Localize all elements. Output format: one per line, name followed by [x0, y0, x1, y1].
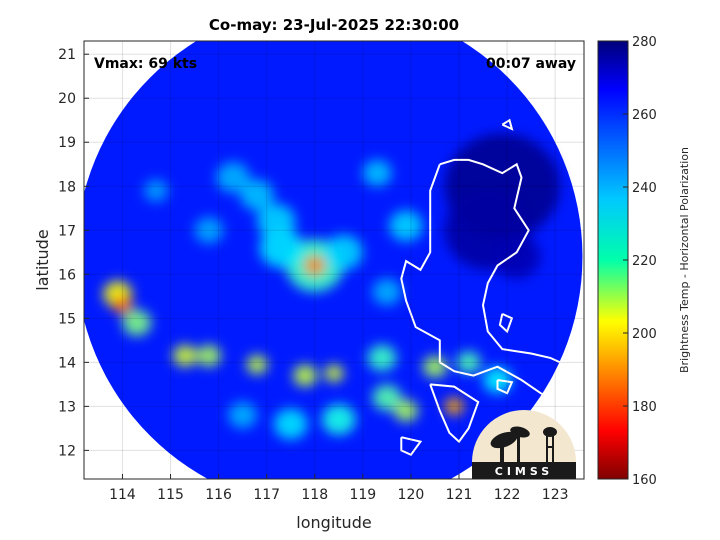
time-offset-annotation: 00:07 away: [486, 56, 576, 72]
colorbar-tick-label: 160: [632, 473, 657, 488]
colorbar-label: Brightness Temp - Horizontal Polarizatio…: [678, 147, 691, 373]
y-tick-label: 20: [58, 91, 76, 107]
convection-cell: [321, 404, 356, 435]
colorbar-tick-label: 180: [632, 400, 657, 415]
x-tick-label: 123: [542, 487, 569, 503]
x-tick-label: 115: [157, 487, 184, 503]
x-tick-label: 117: [253, 487, 280, 503]
y-axis-ticks: 12 13 14 15 16 17 18 19 20 21: [58, 47, 89, 459]
convection-features: [103, 133, 560, 440]
convection-cell: [362, 159, 392, 187]
vmax-annotation: Vmax: 69 kts: [94, 56, 197, 72]
convection-cell: [216, 162, 250, 193]
convection-cell: [422, 355, 447, 378]
convection-cell: [389, 210, 423, 242]
convection-cell: [293, 364, 318, 387]
convection-cell: [372, 278, 402, 306]
x-tick-label: 118: [301, 487, 328, 503]
x-axis-label: longitude: [296, 513, 371, 532]
x-axis-ticks: 114 115 116 117 118 119 120 121 122 123: [109, 474, 569, 503]
plot-frame: [83, 40, 585, 480]
swath-layer: [84, 41, 584, 479]
y-tick-label: 16: [58, 267, 76, 283]
coastline: [498, 312, 514, 334]
x-tick-label: 122: [494, 487, 521, 503]
water-tower-icon: [543, 427, 557, 462]
y-tick-label: 19: [58, 135, 76, 151]
satellite-dish-icon: [490, 426, 530, 462]
convection-cell: [196, 344, 222, 367]
chart-title: Co-may: 23-Jul-2025 22:30:00: [209, 16, 459, 34]
convection-cell: [444, 397, 464, 416]
coastline: [400, 163, 584, 417]
logo-text: CIMSS: [495, 465, 553, 478]
coastline-layer: [400, 118, 584, 457]
x-tick-label: 114: [109, 487, 136, 503]
colorbar-tick-label: 280: [632, 35, 657, 50]
x-tick-label: 121: [446, 487, 473, 503]
y-tick-label: 13: [58, 399, 76, 415]
y-tick-label: 18: [58, 179, 76, 195]
convection-cell: [144, 179, 169, 202]
convection-cell: [324, 364, 344, 383]
cimss-logo: CIMSS: [472, 410, 576, 479]
colorbar-tick-label: 200: [632, 327, 657, 342]
convection-cell: [112, 296, 133, 314]
convection-cell: [172, 344, 197, 367]
convection-cell: [492, 234, 541, 279]
y-tick-label: 21: [58, 47, 76, 63]
coastline: [439, 158, 584, 373]
coastline: [400, 436, 423, 457]
colorbar-ticks: 160 180 200 220 240 260 280: [623, 35, 657, 488]
convection-cell: [367, 344, 397, 372]
x-tick-label: 120: [398, 487, 425, 503]
colorbar-tick-label: 220: [632, 254, 657, 269]
convection-cell: [194, 217, 224, 244]
convection-cell: [246, 354, 268, 375]
y-tick-label: 17: [58, 223, 76, 239]
y-axis-label: latitude: [33, 229, 52, 290]
colorbar-tick-label: 240: [632, 181, 657, 196]
colorbar-tick-label: 260: [632, 108, 657, 123]
convection-cell: [240, 179, 274, 211]
convection-cell: [304, 255, 326, 276]
y-tick-label: 14: [58, 355, 76, 371]
convection-cell: [228, 401, 258, 429]
grid-lines: [84, 41, 584, 479]
convection-cell: [483, 366, 512, 394]
convection-cell: [456, 351, 481, 374]
convection-cell: [324, 234, 363, 270]
convection-cell: [257, 203, 296, 240]
convection-cell: [394, 399, 419, 422]
x-tick-label: 119: [349, 487, 376, 503]
coastline: [429, 383, 480, 444]
x-tick-label: 116: [205, 487, 232, 503]
coastline: [501, 118, 514, 131]
y-tick-label: 12: [58, 443, 76, 459]
convection-cell: [122, 309, 152, 336]
convection-cell: [273, 408, 308, 440]
convection-cell: [372, 384, 402, 411]
y-tick-label: 15: [58, 311, 76, 327]
coastline: [496, 379, 514, 395]
